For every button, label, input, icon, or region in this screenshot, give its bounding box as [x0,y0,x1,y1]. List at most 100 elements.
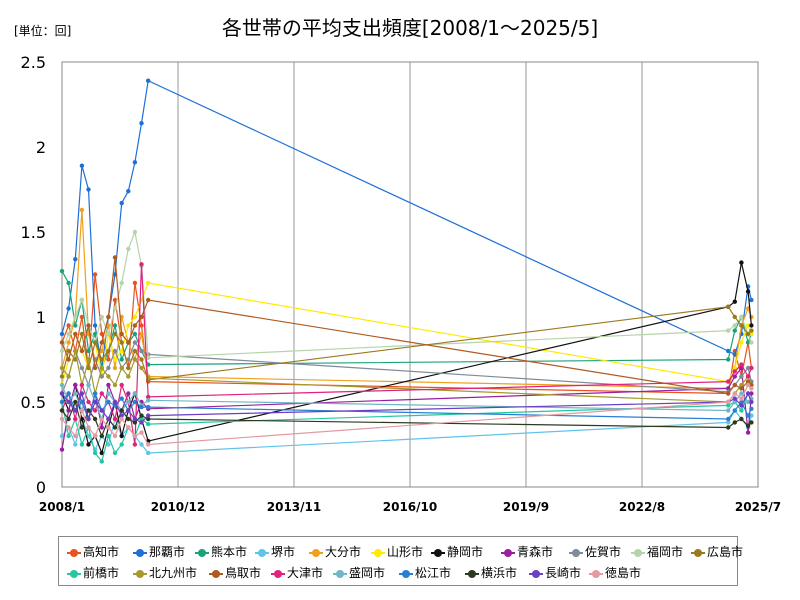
gridlines [177,62,643,487]
data-point [132,280,138,286]
data-point [126,399,131,405]
data-point [66,348,71,354]
data-point [726,399,731,405]
data-point [106,374,111,379]
legend-marker [333,569,347,579]
data-point [749,406,754,411]
data-point [79,391,85,396]
data-point [106,323,111,328]
legend-marker [569,548,583,558]
legend-item: 北九州市 [133,566,197,580]
data-point [146,297,151,303]
data-point [86,382,91,388]
legend-item: 那覇市 [133,545,185,559]
axes [61,61,759,488]
series-line [61,262,752,455]
legend-label: 那覇市 [149,545,186,559]
data-point [112,416,118,422]
legend-label: 北九州市 [149,566,198,580]
data-point [106,348,111,354]
data-point [59,374,65,379]
series-lines [59,78,754,464]
data-point [73,433,78,439]
data-point [79,416,85,422]
data-point [739,323,744,328]
legend-label: 前橋市 [83,566,120,580]
data-point [726,416,731,422]
data-point [139,348,144,354]
data-point [132,399,138,405]
legend-marker [465,569,479,579]
legend-label: 盛岡市 [349,566,386,580]
data-point [139,416,144,422]
data-point [749,331,754,337]
legend-item: 大分市 [309,545,361,559]
data-point [106,391,111,396]
legend-label: 静岡市 [447,545,484,559]
data-point [106,425,111,430]
data-point [73,348,78,354]
series-line [61,306,752,381]
plot-frame [61,61,759,488]
data-point [112,399,118,405]
data-point [119,413,124,418]
legend-label: 佐賀市 [585,545,622,559]
data-point [132,314,138,320]
series-line [61,229,752,359]
data-point [132,340,138,345]
x-tick-label: 2013/11 [267,500,321,514]
x-tick-label: 2008/1 [39,500,85,514]
data-point [739,314,744,320]
series-4 [59,207,754,391]
legend-label: 山形市 [387,545,424,559]
data-point [749,413,754,418]
data-point [99,391,105,396]
data-point [92,365,98,371]
data-point [119,340,124,345]
data-point [73,416,78,422]
data-point [92,331,98,337]
data-point [79,348,85,354]
data-point [739,408,744,413]
data-point [745,331,751,337]
data-point [146,421,151,427]
data-point [73,257,78,262]
data-point [749,391,754,396]
data-point [119,396,124,401]
data-point [745,391,751,396]
series-16 [59,391,754,422]
data-point [59,416,65,422]
data-point [146,442,151,447]
legend-item: 鳥取市 [209,566,261,580]
series-line [61,209,752,390]
data-point [732,374,737,379]
data-point [66,399,71,405]
data-point [732,382,737,388]
legend-label: 大分市 [325,545,362,559]
data-point [126,408,131,413]
data-point [86,399,91,405]
data-point [126,365,131,371]
data-point [132,229,138,235]
data-point [86,357,91,362]
data-point [99,416,105,422]
x-tick-label: 2019/9 [503,500,549,514]
data-point [726,408,731,413]
data-point [112,348,118,354]
data-point [726,425,731,430]
data-point [86,425,91,430]
data-point [92,433,98,439]
legend-item: 大津市 [271,566,323,580]
data-point [745,323,751,328]
data-point [119,442,124,447]
data-point [92,391,98,396]
data-point [745,413,751,418]
data-point [112,323,118,328]
data-point [73,408,78,413]
data-point [739,362,744,367]
legend-item: 佐賀市 [569,545,621,559]
data-point [739,374,744,379]
data-point [99,314,105,320]
data-point [99,331,105,337]
